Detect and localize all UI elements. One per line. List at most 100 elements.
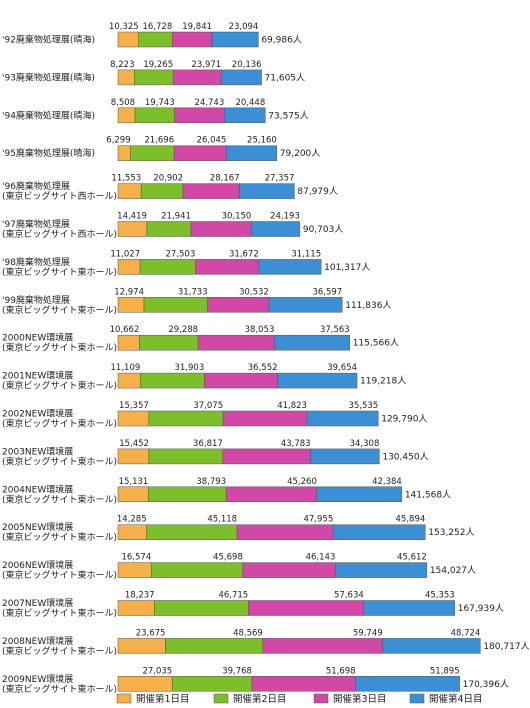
bar-segment-day1 [117,69,135,86]
legend-item-day3: 開催第3日目 [313,693,387,705]
category-label: (東京ビッグサイト東ホール) [2,380,117,392]
value-label-day3: 26,045 [197,136,227,146]
category-label: (東京ビッグサイト東ホール) [2,683,117,695]
bar-segment-day3 [190,221,252,237]
bar-segment-day4 [274,334,350,351]
value-label-day4: 45,612 [397,553,427,563]
value-label-day3: 30,532 [239,287,269,297]
total-label: 153,252人 [428,527,474,538]
chart-row-13: 2004NEW環境展(東京ビッグサイト東ホール)15,131 38,793 45,2… [2,477,451,506]
category-label: (東京ビッグサイト東ホール) [2,342,117,354]
value-label-day4: 45,894 [396,515,426,525]
bar-segment-day2 [148,486,227,503]
value-label-day4: 36,597 [312,287,342,297]
bar-segment-day4 [310,448,380,465]
total-label: 87,979人 [297,186,338,197]
bar-segment-day4 [306,410,379,427]
bar-segment-day2 [146,221,192,237]
bar-segment-day4 [239,183,295,199]
total-label: 90,703人 [303,224,344,235]
value-label-day3: 47,955 [304,515,334,525]
bar-segment-day2 [154,600,249,616]
legend-label: 開催第1日目 [136,693,190,705]
category-label: 2009NEW環境展 [2,673,73,685]
legend-swatch [213,693,229,704]
chart-row-16: 2007NEW環境展(東京ビッグサイト東ホール) 18,237 46,715 57,6… [2,591,504,620]
value-label-day2: 20,902 [153,174,183,184]
bar-segment-day3 [222,410,308,427]
value-label-day1: 8,223 [110,60,134,70]
total-label: 115,566人 [353,338,399,349]
bar-segment-day3 [242,562,336,578]
value-label-day2: 45,118 [207,515,237,525]
total-label: 101,317人 [324,262,370,273]
bar-segment-day1 [117,676,173,692]
legend-label: 開催第3日目 [333,693,387,705]
bar-segment-day1 [117,334,140,351]
bar-segment-day2 [148,448,224,465]
value-label-day1: 8,508 [111,98,135,108]
category-label: 2006NEW環境展 [2,559,73,571]
category-label: 2000NEW環境展 [2,332,73,344]
bar-segment-day3 [174,107,225,124]
bar-segment-day1 [117,448,150,465]
value-label-day4: 23,094 [229,22,259,32]
bar-segment-day2 [134,107,175,124]
bar-segment-day1 [117,183,142,199]
category-label: '99廃棄物処理展 [2,294,70,306]
value-label-day4: 51,895 [430,666,460,676]
bar-segment-day3 [203,372,278,389]
bar-segment-day4 [220,69,262,86]
value-label-day1: 11,027 [110,249,140,259]
value-label-day2: 19,265 [143,60,173,70]
category-label: (東京ビッグサイト東ホール) [2,304,117,316]
value-label-day1: 10,662 [110,325,140,335]
value-label-day4: 42,384 [372,477,402,487]
value-label-day2: 31,903 [174,363,204,373]
value-label-day3: 57,634 [334,591,364,601]
category-label: (東京ビッグサイト東ホール) [2,645,117,657]
value-label-day1: 11,553 [111,174,141,184]
value-label-day2: 21,941 [161,212,191,222]
value-label-day1: 15,357 [119,401,149,411]
bar-segment-day3 [172,69,222,86]
chart-row-15: 2006NEW環境展(東京ビッグサイト東ホール) 16,574 45,698 46,1… [2,553,476,582]
total-label: 71,605人 [265,72,306,83]
value-label-day4: 20,448 [236,98,266,108]
value-label-day4: 25,160 [247,136,277,146]
value-label-day4: 24,193 [270,212,300,222]
bar-segment-day3 [236,524,334,540]
category-label: '93廃棄物処理展(晴海) [2,71,95,83]
chart-row-18: 2009NEW環境展(東京ビッグサイト東ホール) 27,035 39,768 51,6… [2,666,509,695]
bar-segment-day3 [251,676,356,692]
chart-row-4: '95廃棄物処理展(晴海) 6,299 21,696 26,045 25,16079,2… [2,136,320,161]
bar-segment-day1 [117,372,141,389]
value-label-day4: 39,654 [327,363,357,373]
bar-segment-day2 [140,183,184,199]
value-label-day1: 6,299 [106,136,130,146]
bar-segment-day2 [134,69,174,86]
chart-row-10: 2001NEW環境展(東京ビッグサイト東ホール) 11,109 31,903 36,5… [2,363,406,392]
legend-item-day4: 開催第4日目 [409,693,483,705]
value-label-day3: 45,260 [287,477,317,487]
bar-segment-day4 [224,107,266,124]
bar-segment-day2 [146,524,238,540]
category-label: (東京ビッグサイト東ホール) [2,455,117,467]
chart-row-9: 2000NEW環境展(東京ビッグサイト東ホール) 10,662 29,288 38,0… [2,325,399,354]
bar-segment-day1 [117,524,147,540]
legend-swatch [116,693,132,704]
category-label: (東京ビッグサイト西ホール) [2,190,117,202]
category-label: 2004NEW環境展 [2,483,73,495]
value-label-day3: 36,552 [248,363,278,373]
value-label-day4: 27,357 [265,174,295,184]
bar-segment-day1 [117,145,131,161]
bar-segment-day4 [258,259,322,275]
value-label-day1: 10,325 [109,22,139,32]
value-label-day2: 37,075 [193,401,223,411]
legend-item-day1: 開催第1日目 [116,693,190,705]
bar-segment-day3 [195,259,259,275]
bar-segment-day2 [139,334,199,351]
bar-segment-day1 [117,31,139,48]
bar-segment-day3 [247,600,365,616]
category-label: 2007NEW環境展 [2,597,73,609]
